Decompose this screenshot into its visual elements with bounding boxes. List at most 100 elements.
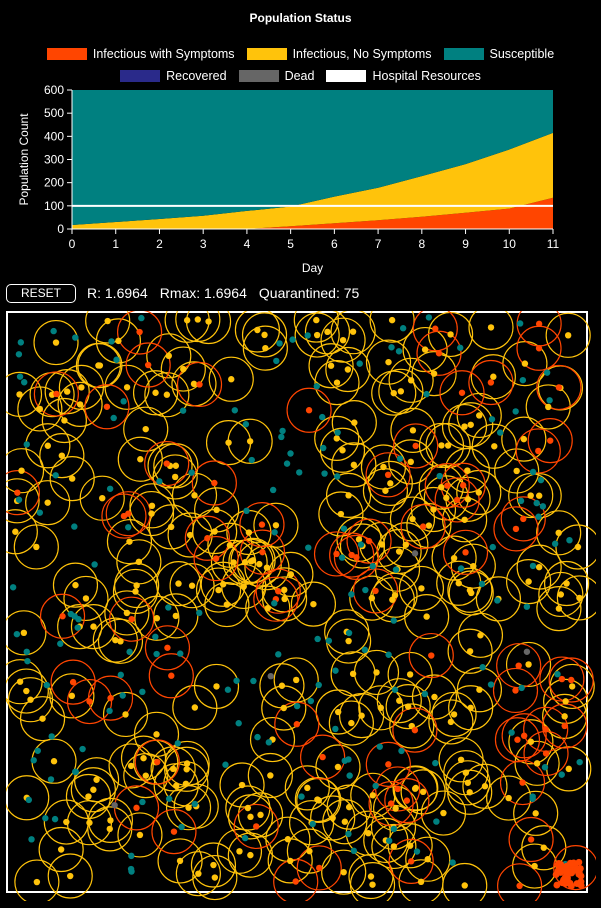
susceptible-agent xyxy=(191,800,198,808)
susceptible-agent xyxy=(325,637,333,644)
infection-radius-ring xyxy=(438,737,484,783)
susceptible-agent xyxy=(289,336,296,343)
reset-button[interactable]: RESET xyxy=(6,283,76,303)
asymptomatic-agent xyxy=(345,803,353,811)
susceptible-agent xyxy=(34,747,41,754)
infection-radius-ring xyxy=(175,311,221,343)
susceptible-agent xyxy=(334,429,341,436)
infection-radius-ring xyxy=(184,515,230,561)
susceptible-agent xyxy=(551,540,559,547)
susceptible-agent xyxy=(523,603,531,610)
infection-radius-ring xyxy=(144,440,190,487)
susceptible-agent xyxy=(42,815,49,822)
asymptomatic-agent xyxy=(85,793,92,800)
asymptomatic-agent xyxy=(378,541,386,548)
legend-swatch xyxy=(246,48,287,60)
y-tick-label: 600 xyxy=(44,83,64,97)
asymptomatic-agent xyxy=(173,782,180,789)
asymptomatic-agent xyxy=(44,442,52,449)
infection-radius-ring xyxy=(499,759,546,806)
infection-radius-ring xyxy=(104,590,150,636)
asymptomatic-agent xyxy=(369,792,376,799)
asymptomatic-agent xyxy=(565,765,572,773)
infection-radius-ring xyxy=(513,790,559,836)
susceptible-agent xyxy=(74,624,81,631)
infection-radius-ring xyxy=(404,594,450,640)
infection-radius-ring xyxy=(505,641,552,688)
susceptible-agent xyxy=(346,772,353,779)
susceptible-agent xyxy=(488,416,496,423)
susceptible-agent xyxy=(533,499,540,507)
susceptible-agent xyxy=(449,859,456,866)
susceptible-agent xyxy=(224,686,232,693)
symptomatic-agent xyxy=(107,694,114,702)
infection-radius-ring xyxy=(390,407,436,453)
infection-radius-ring xyxy=(175,851,221,897)
infection-radius-ring xyxy=(447,628,493,674)
asymptomatic-agent xyxy=(349,328,357,335)
asymptomatic-agent xyxy=(183,766,190,773)
susceptible-agent xyxy=(222,761,229,768)
symptomatic-agent xyxy=(435,350,443,357)
asymptomatic-agent xyxy=(148,502,156,510)
susceptible-agent xyxy=(433,818,440,825)
dead-agent xyxy=(523,648,531,655)
symptomatic-agent xyxy=(487,379,495,386)
infection-radius-ring xyxy=(416,330,462,376)
asymptomatic-agent xyxy=(68,692,76,700)
symptomatic-agent xyxy=(168,672,175,679)
infection-radius-ring xyxy=(385,684,431,730)
infection-radius-ring xyxy=(325,472,372,518)
legend-item: Susceptible xyxy=(443,47,554,61)
legend-row: Infectious with Symptoms Infectious, No S… xyxy=(0,43,601,65)
susceptible-agent xyxy=(174,740,182,747)
asymptomatic-agent xyxy=(532,810,539,817)
symptomatic-agent xyxy=(372,587,379,595)
asymptomatic-agent xyxy=(188,582,196,589)
susceptible-agent xyxy=(138,314,145,322)
x-tick-label: 8 xyxy=(418,237,425,251)
susceptible-agent xyxy=(361,646,369,654)
infection-radius-ring xyxy=(239,529,286,575)
asymptomatic-agent xyxy=(345,637,352,645)
asymptomatic-agent xyxy=(57,846,65,853)
asymptomatic-agent xyxy=(457,756,465,764)
asymptomatic-agent xyxy=(86,819,93,826)
infection-radius-ring xyxy=(57,381,103,428)
asymptomatic-agent xyxy=(175,580,182,587)
susceptible-agent xyxy=(17,339,25,346)
asymptomatic-agent xyxy=(477,632,484,639)
infection-radius-ring xyxy=(70,604,117,650)
susceptible-agent xyxy=(278,433,285,441)
asymptomatic-agent xyxy=(313,316,320,324)
asymptomatic-agent xyxy=(63,388,71,395)
asymptomatic-agent xyxy=(171,473,179,481)
susceptible-agent xyxy=(334,473,341,480)
asymptomatic-agent xyxy=(245,529,253,536)
infection-radius-ring xyxy=(402,326,448,373)
infection-radius-ring xyxy=(542,693,588,739)
infection-radius-ring xyxy=(425,422,471,469)
asymptomatic-agent xyxy=(44,499,51,506)
susceptible-agent xyxy=(345,629,353,637)
infection-radius-ring xyxy=(331,400,377,446)
infection-radius-ring xyxy=(358,685,404,731)
r-value: R: 1.6964 xyxy=(87,285,148,301)
asymptomatic-agent xyxy=(470,562,477,570)
infection-radius-ring xyxy=(431,535,477,581)
infection-radius-ring xyxy=(420,790,467,836)
symptomatic-agent xyxy=(515,662,522,669)
symptomatic-agent xyxy=(514,736,521,743)
susceptible-agent xyxy=(396,455,404,462)
asymptomatic-agent xyxy=(33,543,40,551)
asymptomatic-agent xyxy=(58,452,66,459)
asymptomatic-agent xyxy=(247,851,254,859)
infection-radius-ring xyxy=(352,568,399,614)
asymptomatic-agent xyxy=(466,648,474,655)
susceptible-agent xyxy=(248,456,255,464)
asymptomatic-agent xyxy=(337,510,345,518)
infection-radius-ring xyxy=(456,667,503,713)
asymptomatic-agent xyxy=(557,591,565,598)
asymptomatic-agent xyxy=(67,872,74,880)
infection-radius-ring xyxy=(106,519,153,565)
